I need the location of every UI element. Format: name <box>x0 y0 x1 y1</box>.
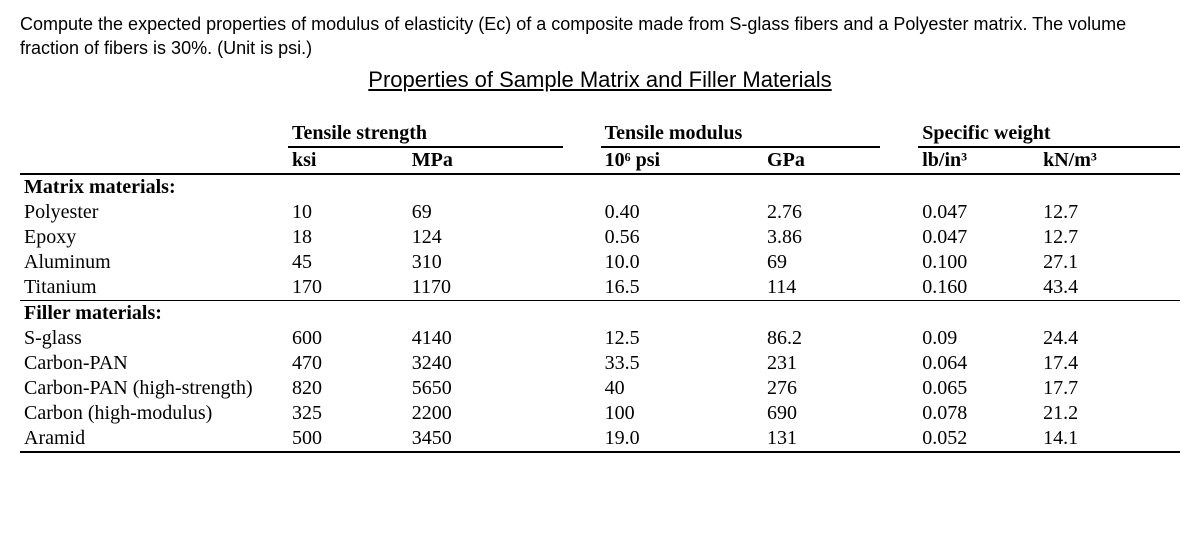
cell: 45 <box>288 250 408 275</box>
cell: 470 <box>288 351 408 376</box>
cell: 27.1 <box>1039 250 1180 275</box>
group-filler-label: Filler materials: <box>20 300 1180 326</box>
cell: 820 <box>288 376 408 401</box>
cell: 5650 <box>408 376 563 401</box>
unit-lbin3: lb/in³ <box>918 147 1039 174</box>
cell: 1170 <box>408 275 563 301</box>
cell: 0.064 <box>918 351 1039 376</box>
cell: 114 <box>763 275 880 301</box>
cell: 86.2 <box>763 326 880 351</box>
cell: 21.2 <box>1039 401 1180 426</box>
cell: 0.047 <box>918 200 1039 225</box>
cell: 43.4 <box>1039 275 1180 301</box>
cell: 3450 <box>408 426 563 452</box>
table-row: Epoxy 18 124 0.56 3.86 0.047 12.7 <box>20 225 1180 250</box>
cell: 40 <box>601 376 763 401</box>
cell: 690 <box>763 401 880 426</box>
row-name: Aluminum <box>20 250 288 275</box>
unit-ksi: ksi <box>288 147 408 174</box>
col-tensile-modulus: Tensile modulus <box>601 121 881 147</box>
group-filler: Filler materials: <box>20 300 1180 326</box>
row-name: S-glass <box>20 326 288 351</box>
row-name: Carbon (high-modulus) <box>20 401 288 426</box>
table-row: Carbon (high-modulus) 325 2200 100 690 0… <box>20 401 1180 426</box>
unit-gpa: GPa <box>763 147 880 174</box>
cell: 0.078 <box>918 401 1039 426</box>
cell: 170 <box>288 275 408 301</box>
cell: 2.76 <box>763 200 880 225</box>
table-row: Polyester 10 69 0.40 2.76 0.047 12.7 <box>20 200 1180 225</box>
row-name: Titanium <box>20 275 288 301</box>
row-name: Polyester <box>20 200 288 225</box>
cell: 310 <box>408 250 563 275</box>
cell: 131 <box>763 426 880 452</box>
cell: 600 <box>288 326 408 351</box>
table-row: Carbon-PAN 470 3240 33.5 231 0.064 17.4 <box>20 351 1180 376</box>
cell: 3.86 <box>763 225 880 250</box>
cell: 69 <box>408 200 563 225</box>
unit-row: ksi MPa 10⁶ psi GPa lb/in³ kN/m³ <box>20 147 1180 174</box>
cell: 12.7 <box>1039 200 1180 225</box>
cell: 3240 <box>408 351 563 376</box>
cell: 231 <box>763 351 880 376</box>
table-row: Carbon-PAN (high-strength) 820 5650 40 2… <box>20 376 1180 401</box>
row-name: Epoxy <box>20 225 288 250</box>
unit-e6psi: 10⁶ psi <box>601 147 763 174</box>
col-specific-weight: Specific weight <box>918 121 1180 147</box>
row-name: Aramid <box>20 426 288 452</box>
cell: 33.5 <box>601 351 763 376</box>
cell: 4140 <box>408 326 563 351</box>
materials-table: Tensile strength Tensile modulus Specifi… <box>20 121 1180 453</box>
cell: 10.0 <box>601 250 763 275</box>
unit-mpa: MPa <box>408 147 563 174</box>
group-matrix-label: Matrix materials: <box>20 174 1180 200</box>
cell: 2200 <box>408 401 563 426</box>
cell: 0.047 <box>918 225 1039 250</box>
row-name: Carbon-PAN (high-strength) <box>20 376 288 401</box>
table-row: Aluminum 45 310 10.0 69 0.100 27.1 <box>20 250 1180 275</box>
cell: 24.4 <box>1039 326 1180 351</box>
cell: 17.4 <box>1039 351 1180 376</box>
cell: 0.56 <box>601 225 763 250</box>
table-row: Titanium 170 1170 16.5 114 0.160 43.4 <box>20 275 1180 301</box>
cell: 17.7 <box>1039 376 1180 401</box>
cell: 10 <box>288 200 408 225</box>
question-text: Compute the expected properties of modul… <box>20 12 1180 61</box>
group-matrix: Matrix materials: <box>20 174 1180 200</box>
cell: 0.09 <box>918 326 1039 351</box>
cell: 325 <box>288 401 408 426</box>
table-row: Aramid 500 3450 19.0 131 0.052 14.1 <box>20 426 1180 452</box>
cell: 100 <box>601 401 763 426</box>
col-tensile-strength: Tensile strength <box>288 121 563 147</box>
cell: 19.0 <box>601 426 763 452</box>
cell: 0.052 <box>918 426 1039 452</box>
header-group-row: Tensile strength Tensile modulus Specifi… <box>20 121 1180 147</box>
cell: 124 <box>408 225 563 250</box>
cell: 16.5 <box>601 275 763 301</box>
section-title: Properties of Sample Matrix and Filler M… <box>20 67 1180 93</box>
cell: 69 <box>763 250 880 275</box>
cell: 276 <box>763 376 880 401</box>
cell: 14.1 <box>1039 426 1180 452</box>
row-name: Carbon-PAN <box>20 351 288 376</box>
cell: 0.100 <box>918 250 1039 275</box>
unit-knm3: kN/m³ <box>1039 147 1180 174</box>
cell: 12.5 <box>601 326 763 351</box>
cell: 12.7 <box>1039 225 1180 250</box>
cell: 18 <box>288 225 408 250</box>
cell: 0.065 <box>918 376 1039 401</box>
cell: 0.40 <box>601 200 763 225</box>
cell: 500 <box>288 426 408 452</box>
table-row: S-glass 600 4140 12.5 86.2 0.09 24.4 <box>20 326 1180 351</box>
cell: 0.160 <box>918 275 1039 301</box>
